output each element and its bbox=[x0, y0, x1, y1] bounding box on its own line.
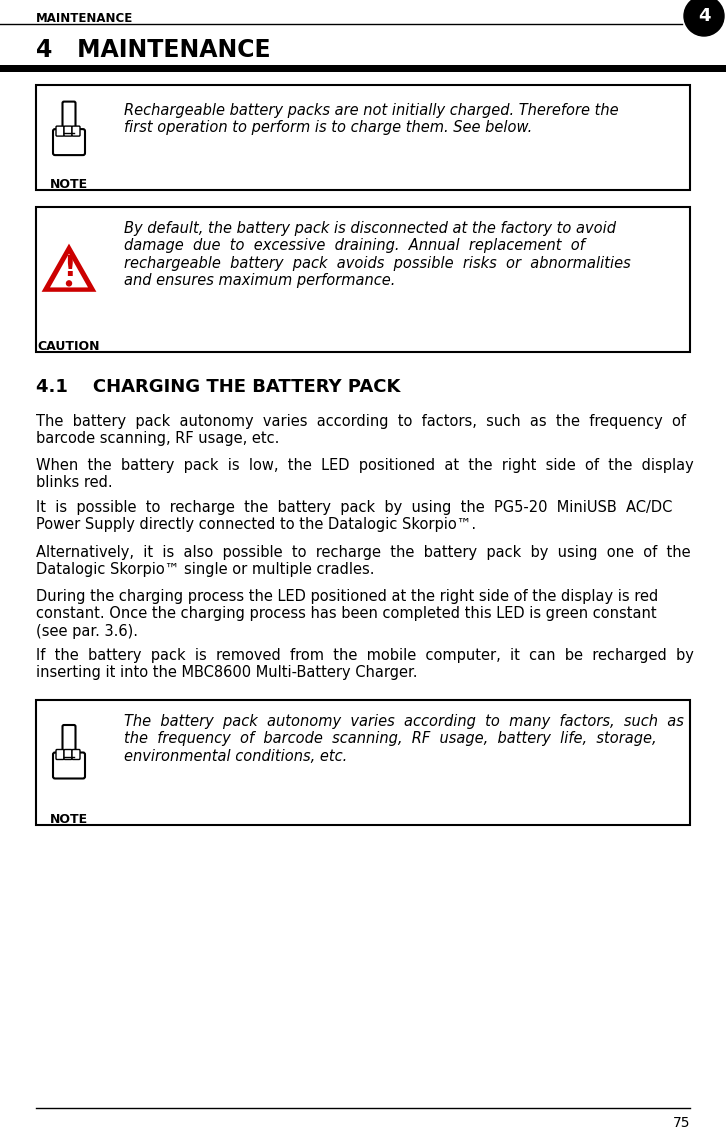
FancyBboxPatch shape bbox=[56, 749, 64, 759]
Text: If  the  battery  pack  is  removed  from  the  mobile  computer,  it  can  be  : If the battery pack is removed from the … bbox=[36, 647, 694, 680]
Text: 4: 4 bbox=[698, 7, 710, 25]
Bar bbox=[0, 66, 726, 72]
FancyBboxPatch shape bbox=[64, 127, 72, 136]
Text: 4   MAINTENANCE: 4 MAINTENANCE bbox=[36, 38, 271, 62]
FancyBboxPatch shape bbox=[53, 753, 85, 779]
Text: When  the  battery  pack  is  low,  the  LED  positioned  at  the  right  side  : When the battery pack is low, the LED po… bbox=[36, 458, 694, 490]
FancyBboxPatch shape bbox=[53, 129, 85, 155]
Text: 75: 75 bbox=[672, 1116, 690, 1130]
Text: By default, the battery pack is disconnected at the factory to avoid
damage  due: By default, the battery pack is disconne… bbox=[124, 221, 631, 288]
Polygon shape bbox=[50, 253, 88, 287]
Bar bbox=[36, 85, 690, 190]
Text: NOTE: NOTE bbox=[50, 179, 88, 191]
FancyBboxPatch shape bbox=[64, 749, 72, 759]
Circle shape bbox=[67, 281, 71, 286]
FancyBboxPatch shape bbox=[56, 127, 64, 136]
Text: CAUTION: CAUTION bbox=[38, 340, 100, 353]
Text: !: ! bbox=[62, 254, 76, 281]
Text: It  is  possible  to  recharge  the  battery  pack  by  using  the  PG5-20  Mini: It is possible to recharge the battery p… bbox=[36, 499, 672, 532]
FancyBboxPatch shape bbox=[62, 102, 76, 134]
FancyBboxPatch shape bbox=[62, 725, 76, 758]
Text: The  battery  pack  autonomy  varies  according  to  factors,  such  as  the  fr: The battery pack autonomy varies accordi… bbox=[36, 414, 686, 446]
FancyBboxPatch shape bbox=[72, 749, 80, 759]
Text: The  battery  pack  autonomy  varies  according  to  many  factors,  such  as
th: The battery pack autonomy varies accordi… bbox=[124, 714, 684, 764]
Text: During the charging process the LED positioned at the right side of the display : During the charging process the LED posi… bbox=[36, 589, 658, 638]
Bar bbox=[36, 699, 690, 825]
Polygon shape bbox=[44, 246, 94, 290]
Text: 4.1    CHARGING THE BATTERY PACK: 4.1 CHARGING THE BATTERY PACK bbox=[36, 379, 400, 395]
Bar bbox=[36, 207, 690, 353]
Text: Rechargeable battery packs are not initially charged. Therefore the
first operat: Rechargeable battery packs are not initi… bbox=[124, 103, 619, 136]
Text: MAINTENANCE: MAINTENANCE bbox=[36, 12, 134, 25]
Text: Alternatively,  it  is  also  possible  to  recharge  the  battery  pack  by  us: Alternatively, it is also possible to re… bbox=[36, 545, 690, 577]
Text: NOTE: NOTE bbox=[50, 812, 88, 826]
FancyBboxPatch shape bbox=[72, 127, 80, 136]
Circle shape bbox=[684, 0, 724, 36]
